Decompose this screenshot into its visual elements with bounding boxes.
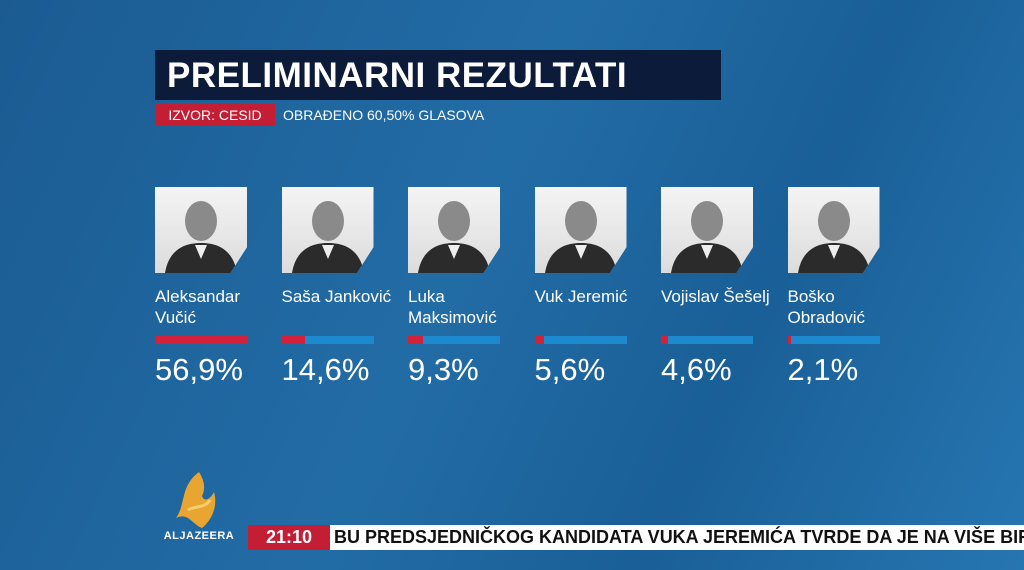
value-label: 2,1% bbox=[787, 352, 859, 387]
processed-note: OBRAĐENO 60,50% GLASOVA bbox=[283, 107, 485, 123]
logo-text: ALJAZEERA bbox=[163, 530, 235, 542]
bar-track bbox=[787, 336, 880, 344]
value-label: 9,3% bbox=[408, 352, 479, 387]
title: PRELIMINARNI REZULTATI bbox=[155, 50, 721, 100]
candidate-photo bbox=[155, 187, 247, 273]
candidate-name: Saša Janković bbox=[281, 287, 392, 306]
portrait bbox=[165, 201, 237, 273]
bar-track bbox=[408, 336, 500, 344]
candidate-name: Boško Obradović bbox=[787, 287, 865, 327]
bar bbox=[661, 336, 669, 344]
candidate-name: Vojislav Šešelj bbox=[661, 287, 770, 306]
value-label: 4,6% bbox=[661, 352, 732, 387]
candidate-photo bbox=[408, 187, 500, 273]
candidate-photo bbox=[534, 187, 627, 273]
bar bbox=[155, 336, 247, 344]
portrait bbox=[418, 201, 490, 273]
bar-track bbox=[155, 336, 247, 344]
portrait bbox=[291, 201, 364, 273]
value-label: 14,6% bbox=[281, 352, 370, 387]
value-label: 56,9% bbox=[155, 352, 243, 387]
bar-track bbox=[281, 336, 374, 344]
value-label: 5,6% bbox=[534, 352, 606, 387]
portrait bbox=[797, 201, 870, 273]
candidate-photo bbox=[787, 187, 880, 273]
candidate-photo bbox=[281, 187, 374, 273]
candidate-name: Luka Maksimović bbox=[408, 287, 497, 327]
bar-track bbox=[534, 336, 627, 344]
bar-track bbox=[661, 336, 753, 344]
candidate-name: Vuk Jeremić bbox=[534, 287, 628, 306]
bar bbox=[787, 336, 791, 344]
logo-emblem bbox=[176, 472, 216, 528]
ticker-text: BU PREDSJEDNIČKOG KANDIDATA VUKA JEREMIĆ… bbox=[334, 527, 1024, 547]
bar bbox=[281, 336, 306, 344]
candidate-photo bbox=[661, 187, 753, 273]
bar bbox=[408, 336, 423, 344]
source-tag: IZVOR: CESID bbox=[155, 104, 275, 126]
candidate-name: Aleksandar Vučić bbox=[155, 287, 241, 327]
ticker: 21:10 BU PREDSJEDNIČKOG KANDIDATA VUKA J… bbox=[248, 525, 1024, 550]
ticker-time: 21:10 bbox=[248, 525, 330, 550]
bar bbox=[534, 336, 544, 344]
portrait bbox=[544, 201, 617, 273]
portrait bbox=[671, 201, 743, 273]
